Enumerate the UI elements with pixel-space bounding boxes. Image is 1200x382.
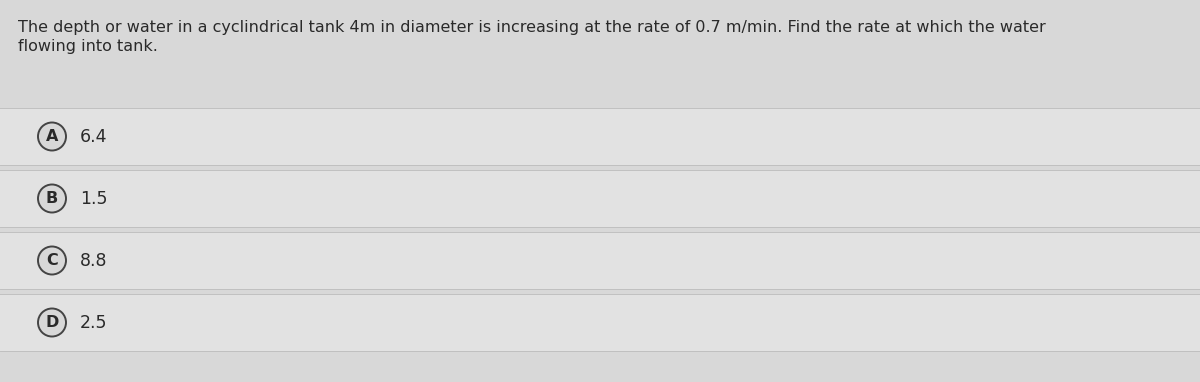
- Text: The depth or water in a cyclindrical tank 4m in diameter is increasing at the ra: The depth or water in a cyclindrical tan…: [18, 20, 1045, 35]
- Bar: [0, 108, 1200, 165]
- Text: 1.5: 1.5: [80, 189, 108, 207]
- Text: flowing into tank.: flowing into tank.: [18, 39, 158, 54]
- Text: D: D: [46, 315, 59, 330]
- Text: 2.5: 2.5: [80, 314, 108, 332]
- Text: B: B: [46, 191, 58, 206]
- Text: A: A: [46, 129, 58, 144]
- Bar: [0, 294, 1200, 351]
- Circle shape: [38, 123, 66, 151]
- Text: C: C: [46, 253, 58, 268]
- Bar: [0, 170, 1200, 227]
- Circle shape: [38, 309, 66, 337]
- Bar: [0, 232, 1200, 289]
- Circle shape: [38, 246, 66, 275]
- Text: 6.4: 6.4: [80, 128, 108, 146]
- Text: 8.8: 8.8: [80, 251, 108, 269]
- Circle shape: [38, 185, 66, 212]
